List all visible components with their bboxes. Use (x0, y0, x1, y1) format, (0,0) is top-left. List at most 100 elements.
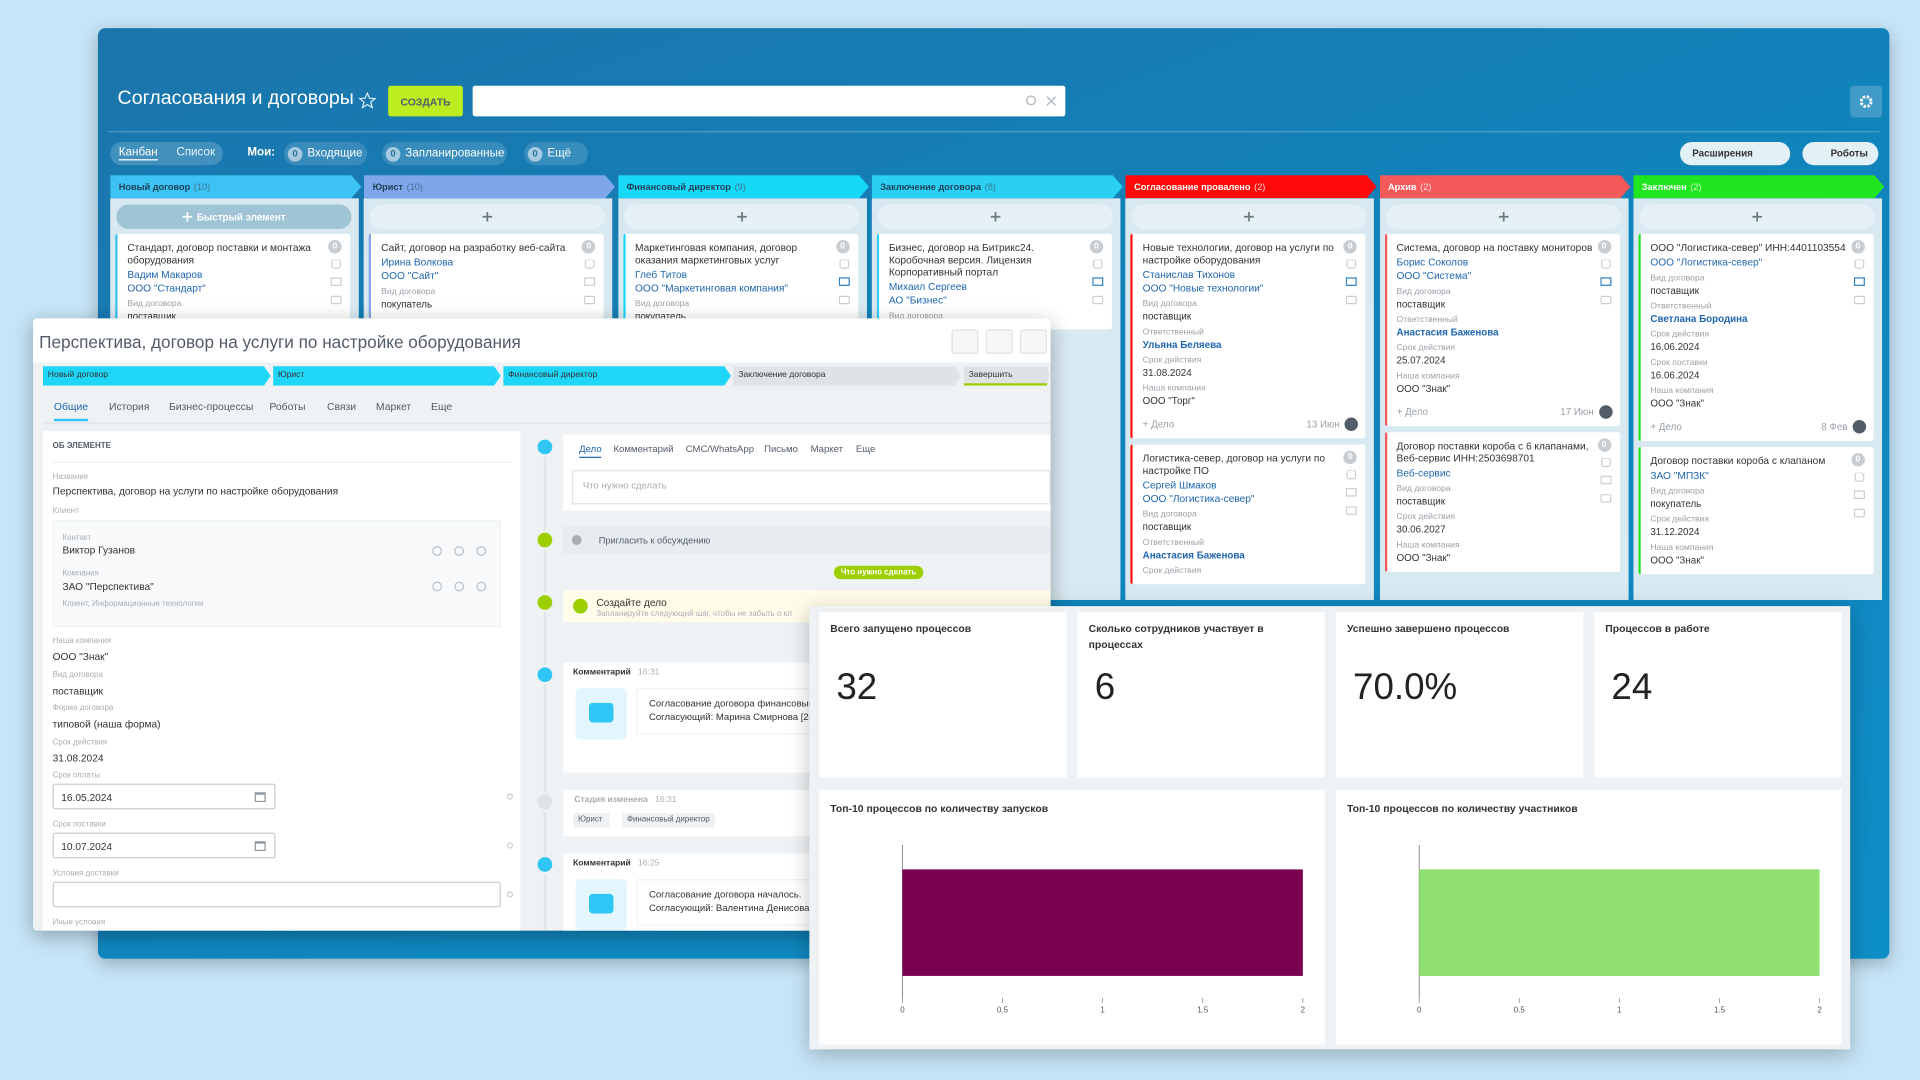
card-link[interactable]: Борис Соколов (1396, 255, 1469, 269)
editor-tab[interactable]: Письмо (764, 443, 798, 455)
clear-icon (1046, 96, 1057, 106)
create-button[interactable]: СОЗДАТЬ (388, 85, 463, 117)
client-contact[interactable]: Виктор Гузанов (62, 543, 136, 556)
card-link[interactable]: Станислав Тихонов (1142, 268, 1236, 281)
input-field[interactable]: 10.07.2024 (52, 832, 276, 859)
column-header: Финансовый директор (9) (617, 175, 869, 199)
add-activity[interactable]: + Дело (1142, 418, 1175, 430)
card-link[interactable]: ООО "Маркетинговая компания" (635, 281, 788, 294)
stage[interactable]: Финансовый директор (503, 366, 732, 386)
deal-card[interactable]: 0 Логистика-север, договор на услуги по н… (1130, 444, 1366, 585)
quick-add[interactable]: Быстрый элемент (116, 204, 352, 229)
editor-tab[interactable]: Маркет (810, 443, 843, 455)
card-icons (1092, 259, 1104, 305)
card-link[interactable]: ООО "Логистика-север" (1650, 255, 1763, 269)
field-label: Срок поставки (52, 820, 106, 829)
editor-tab[interactable]: Еще (855, 443, 876, 455)
deal-card[interactable]: 0 Система, договор на поставку мониторов Б… (1384, 233, 1620, 427)
filter-chip[interactable]: 0 Ещё (524, 142, 588, 166)
field-value: 31.08.2024 (52, 751, 104, 764)
stage[interactable]: Юрист (273, 366, 501, 386)
detail-tab[interactable]: Общие (53, 400, 89, 422)
deal-card[interactable]: 0 Новые технологии, договор на услуги по … (1130, 233, 1366, 439)
field-label: Наша компания (1650, 543, 1714, 553)
detail-tab[interactable]: Роботы (269, 400, 306, 413)
quick-add[interactable] (370, 204, 606, 229)
settings-button[interactable] (1850, 85, 1883, 118)
deal-card[interactable]: 0 ООО "Логистика-север" ИНН:4401103554 ООО… (1638, 233, 1874, 441)
card-link[interactable]: Ирина Волкова (381, 255, 454, 269)
field-label: Условия доставки (52, 869, 119, 878)
robots-button[interactable]: Роботы (1802, 142, 1879, 166)
stage[interactable]: Новый договор (42, 366, 271, 386)
view-tab-active[interactable]: Канбан (118, 145, 158, 161)
input-field[interactable]: 16.05.2024 (52, 783, 276, 810)
card-link[interactable]: ООО "Логистика-север" (1142, 492, 1255, 505)
input-field[interactable] (52, 881, 501, 908)
card-title: Новые технологии, договор на услуги по н… (1142, 241, 1334, 266)
gear-icon (1859, 95, 1873, 109)
card-link[interactable]: Веб-сервис (1396, 466, 1451, 479)
contact-icon (432, 546, 443, 556)
deal-card[interactable]: 0 Маркетинговая компания, договор оказани… (622, 233, 858, 331)
column-name: Юрист (372, 181, 403, 193)
card-link[interactable]: Сергей Шмаков (1142, 478, 1217, 492)
stage[interactable]: Заключение договора (733, 366, 962, 386)
kpi-value: 6 (1094, 667, 1116, 708)
phone-icon (1600, 259, 1611, 269)
dashboard: Всего запущено процессов 32 Сколько сотруд… (809, 606, 1851, 1050)
filter-count: 0 (287, 146, 303, 162)
card-link[interactable]: ООО "Новые технологии" (1142, 281, 1264, 294)
detail-tab[interactable]: Бизнес-процессы (168, 400, 254, 413)
editor-tab[interactable]: СМС/WhatsApp (685, 443, 755, 455)
card-link[interactable]: ЗАО "МПЗК" (1650, 468, 1709, 482)
header-action[interactable] (1020, 329, 1047, 354)
client-company[interactable]: ЗАО "Перспектива" (62, 580, 154, 593)
card-counter: 0 (1597, 240, 1611, 254)
card-link[interactable]: ООО "Сайт" (381, 269, 439, 282)
phone-icon (1346, 259, 1357, 269)
editor-tab[interactable]: Дело (579, 443, 602, 458)
quick-add[interactable] (1385, 204, 1621, 229)
quick-add[interactable] (1131, 204, 1367, 229)
quick-add[interactable] (1639, 204, 1875, 229)
invite-text[interactable]: Пригласить к обсуждению (598, 535, 711, 547)
add-activity[interactable]: + Дело (1650, 421, 1682, 433)
detail-tab[interactable]: Маркет (375, 400, 412, 413)
field-label: Срок действия (1650, 515, 1709, 525)
deal-card[interactable]: 0 Договор поставки короба с клапаном ЗАО "… (1638, 446, 1874, 575)
deal-card[interactable]: 0 Стандарт, договор поставки и монтажа об… (115, 233, 351, 331)
comment-line: Согласующий: Марина Смирнова [28 (648, 711, 815, 723)
card-link[interactable]: ООО "Система" (1396, 269, 1472, 282)
activity-input[interactable]: Что нужно сделать (571, 470, 1051, 505)
x-tick-label: 0 (900, 1006, 905, 1015)
stage[interactable]: Завершить (963, 366, 1050, 386)
detail-tab[interactable]: Еще (431, 400, 453, 413)
quick-add[interactable] (623, 204, 860, 229)
extensions-button[interactable]: Расширения (1680, 142, 1791, 166)
detail-tab[interactable]: История (108, 400, 150, 413)
filter-chip[interactable]: 0 Запланированные (382, 142, 507, 166)
deal-card[interactable]: 0 Бизнес, договор на Битрикс24. Коробочна… (876, 233, 1112, 330)
filter-chip[interactable]: 0 Входящие (284, 142, 368, 166)
avatar (1598, 405, 1613, 419)
header-action[interactable] (951, 329, 979, 354)
add-activity[interactable]: + Дело (1396, 406, 1429, 418)
card-link[interactable]: АО "Бизнес" (888, 293, 947, 307)
deal-card[interactable]: 0 Сайт, договор на разработку веб-сайта Ир… (368, 233, 605, 319)
card-link[interactable]: Михаил Сергеев (888, 280, 967, 293)
editor-tab[interactable]: Комментарий (613, 443, 674, 455)
quick-add[interactable] (877, 204, 1113, 229)
view-tab[interactable]: Список (176, 145, 216, 160)
card-link[interactable]: ООО "Стандарт" (127, 281, 206, 294)
detail-tab[interactable]: Связи (326, 400, 357, 413)
card-counter: 0 (835, 240, 850, 254)
field-label: Наша компания (52, 636, 112, 646)
header-action[interactable] (985, 329, 1013, 354)
phone-icon (1600, 457, 1611, 468)
search-input[interactable] (472, 85, 1066, 117)
deal-card[interactable]: 0 Договор поставки короба с 6 клапанами, … (1384, 432, 1620, 572)
card-link[interactable]: Вадим Макаров (127, 268, 203, 281)
card-link[interactable]: Глеб Титов (635, 268, 688, 281)
column-count: (2) (1690, 181, 1702, 193)
